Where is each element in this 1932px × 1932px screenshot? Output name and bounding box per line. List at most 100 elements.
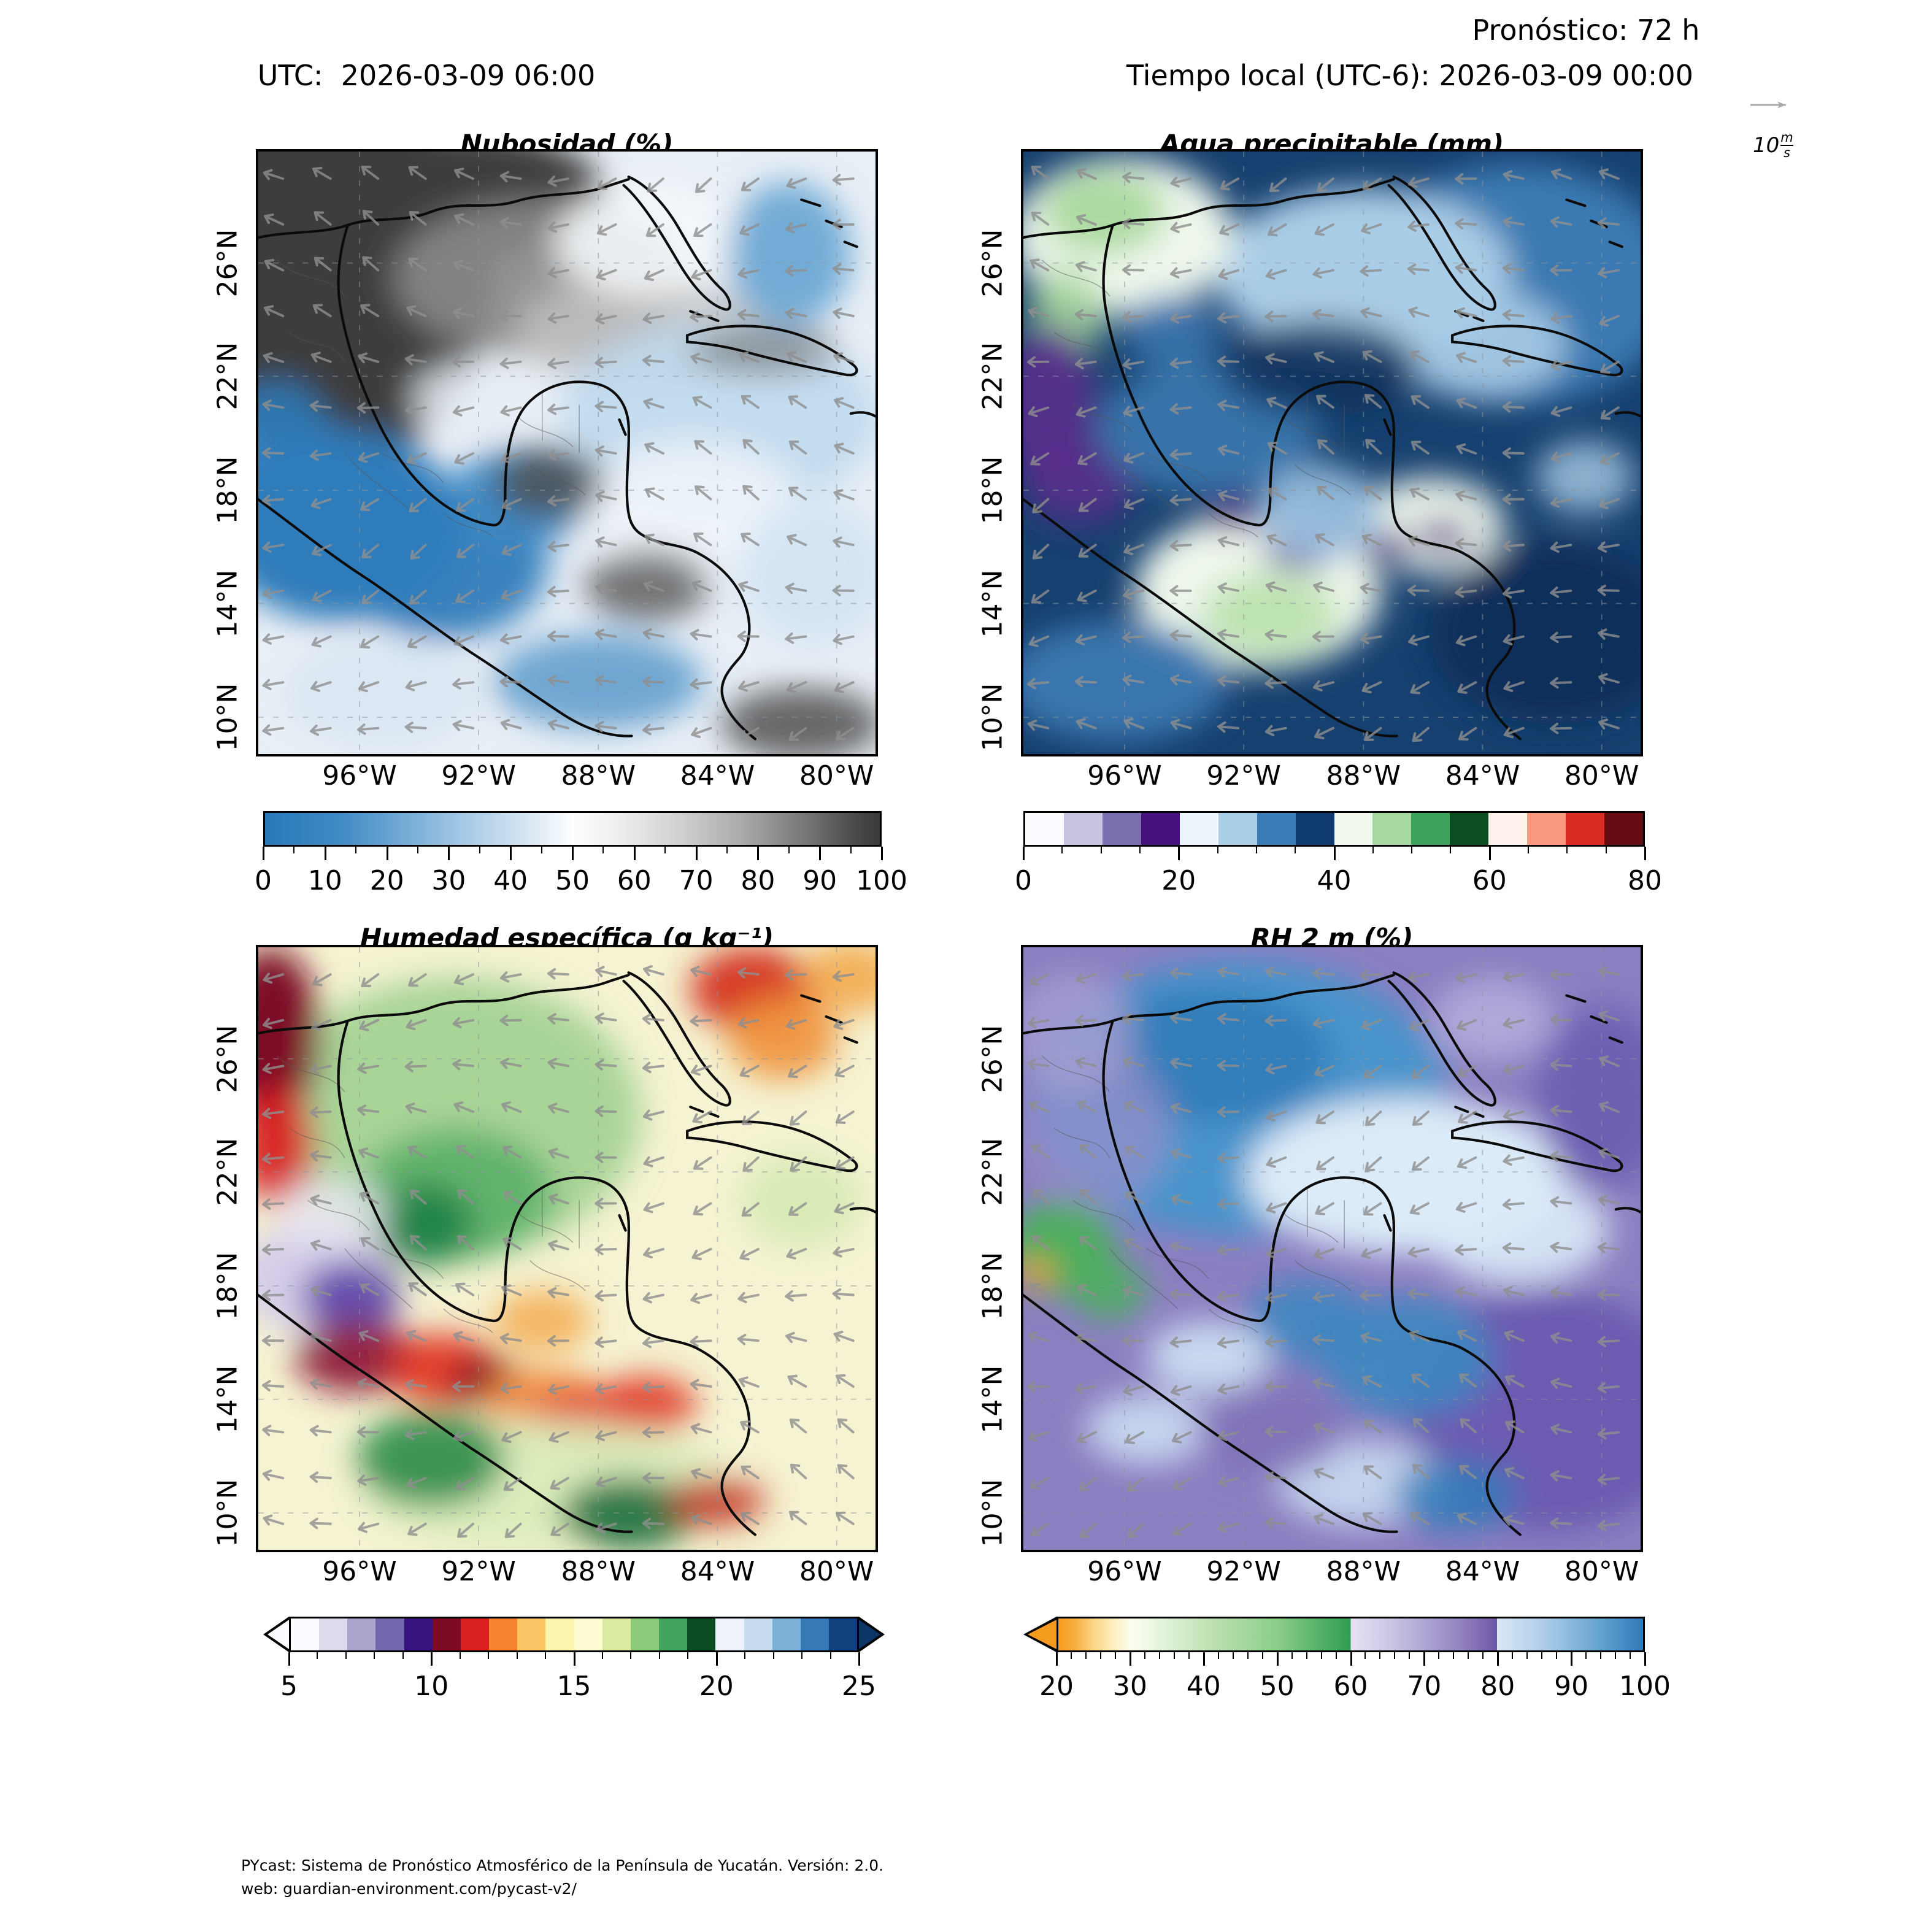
colorbar-tick-label: 0: [255, 865, 272, 896]
colorbar-tick-label: 90: [802, 865, 837, 896]
lon-tick-label: 96°W: [1087, 1556, 1162, 1587]
lat-tick-label: 10°N: [977, 1479, 1009, 1547]
colorbar-tick-label: 20: [1161, 865, 1196, 896]
lat-tick-label: 26°N: [212, 1025, 244, 1093]
colorbar-humedad-especifica: 5 10 15 20 25: [263, 1617, 885, 1709]
colorbar-tick-label: 30: [1112, 1671, 1147, 1702]
wind-reference-arrow-icon: [1750, 101, 1786, 109]
lat-tick-label: 22°N: [977, 342, 1009, 410]
colorbar-tick-label: 80: [1480, 1671, 1515, 1702]
lat-tick-label: 10°N: [977, 683, 1009, 752]
lat-tick-label: 26°N: [977, 229, 1009, 298]
colorbar-nubosidad: 0 10 20 30 40 50 60 70 80 90 100: [255, 811, 907, 903]
lon-tick-label: 88°W: [561, 760, 636, 791]
colorbar-tick-label: 0: [1015, 865, 1032, 896]
colorbar-extend-max-icon: [859, 1617, 885, 1652]
lat-tick-label: 18°N: [977, 1252, 1009, 1320]
colorbar-tick-label: 40: [1186, 1671, 1221, 1702]
colorbar-tick-label: 70: [1407, 1671, 1442, 1702]
lat-tick-label: 14°N: [212, 569, 244, 637]
colorbar-tick-label: 100: [1619, 1671, 1671, 1702]
wind-reference-key: 10 m s: [1745, 98, 1831, 160]
colorbar-ticks: [1056, 1652, 1646, 1668]
colorbar-tick-labels: 20 30 40 50 60 70 80 90 100: [1039, 1671, 1671, 1704]
colorbar-tick-label: 25: [842, 1671, 876, 1702]
lon-axis: 96°W 92°W 88°W 84°W 80°W: [258, 1550, 876, 1589]
lon-tick-label: 92°W: [441, 760, 516, 791]
wind-speed-value: 10: [1753, 133, 1780, 158]
lon-axis: 96°W 92°W 88°W 84°W 80°W: [1023, 754, 1641, 793]
colorbar-tick-label: 100: [856, 865, 907, 896]
colorbar-tick-labels: 0 10 20 30 40 50 60 70 80 90 100: [255, 865, 907, 898]
colorbar-tick-label: 20: [699, 1671, 734, 1702]
lon-tick-label: 88°W: [1326, 760, 1401, 791]
lat-tick-label: 10°N: [212, 683, 244, 752]
lat-axis: 26°N 22°N 18°N 14°N 10°N: [966, 947, 1015, 1550]
lon-axis: 96°W 92°W 88°W 84°W 80°W: [1023, 1550, 1641, 1589]
forecast-lead-label: Pronóstico: 72 h: [1472, 13, 1700, 47]
lat-axis: 26°N 22°N 18°N 14°N 10°N: [966, 152, 1015, 754]
lon-tick-label: 84°W: [680, 760, 755, 791]
colorbar-segments: [289, 1617, 859, 1652]
lon-tick-label: 92°W: [441, 1556, 516, 1587]
footer-line2: web: guardian-environment.com/pycast-v2/: [241, 1880, 577, 1898]
footer: PYcast: Sistema de Pronóstico Atmosféric…: [241, 1854, 883, 1901]
lat-tick-label: 10°N: [212, 1479, 244, 1547]
colorbar-gradient: [263, 811, 882, 847]
wind-unit-numerator: m: [1780, 130, 1793, 145]
colorbar-ticks: [263, 847, 883, 863]
colorbar-tick-label: 50: [1260, 1671, 1295, 1702]
lon-tick-label: 92°W: [1206, 760, 1281, 791]
lon-tick-label: 84°W: [1445, 760, 1520, 791]
lon-tick-label: 88°W: [1326, 1556, 1401, 1587]
lon-tick-label: 92°W: [1206, 1556, 1281, 1587]
colorbar-tick-label: 90: [1554, 1671, 1589, 1702]
lon-tick-label: 96°W: [1087, 760, 1162, 791]
lat-tick-label: 14°N: [977, 1365, 1009, 1433]
lon-tick-label: 96°W: [322, 760, 397, 791]
colorbar-tick-label: 50: [555, 865, 590, 896]
map-humedad-especifica: 26°N 22°N 18°N 14°N 10°N 96°W 92°W 88°W 84°W 80°…: [212, 945, 878, 1587]
lon-tick-label: 80°W: [1564, 1556, 1639, 1587]
colorbar-rh-2m: 20 30 40 50 60 70 80 90 100: [1023, 1617, 1671, 1709]
lon-tick-label: 84°W: [680, 1556, 755, 1587]
colorbar-tick-label: 70: [679, 865, 714, 896]
colorbar-tick-label: 40: [1317, 865, 1352, 896]
map-nubosidad: 26°N 22°N 18°N 14°N 10°N 96°W 92°W 88°W 84°W 80°…: [212, 149, 878, 791]
lon-tick-label: 88°W: [561, 1556, 636, 1587]
colorbar-extend-min-icon: [263, 1617, 289, 1652]
colorbar-tick-label: 60: [1472, 865, 1507, 896]
lat-tick-label: 18°N: [977, 456, 1009, 525]
colorbar-tick-label: 60: [1333, 1671, 1368, 1702]
colorbar-tick-label: 15: [556, 1671, 591, 1702]
lat-axis: 26°N 22°N 18°N 14°N 10°N: [201, 947, 250, 1550]
colorbar-tick-label: 20: [1039, 1671, 1074, 1702]
lat-tick-label: 18°N: [212, 456, 244, 525]
lat-tick-label: 26°N: [212, 229, 244, 298]
local-time-label: Tiempo local (UTC-6): 2026-03-09 00:00: [1126, 59, 1693, 92]
lon-tick-label: 80°W: [1564, 760, 1639, 791]
wind-unit-denominator: s: [1784, 145, 1790, 160]
colorbar-extend-min-icon: [1023, 1617, 1056, 1652]
utc-time-label: UTC: 2026-03-09 06:00: [257, 59, 596, 92]
colorbar-tick-label: 10: [414, 1671, 449, 1702]
colorbar-tick-label: 40: [493, 865, 528, 896]
colorbar-tick-label: 60: [617, 865, 652, 896]
colorbar-tick-label: 30: [431, 865, 466, 896]
lon-tick-label: 80°W: [799, 760, 874, 791]
colorbar-tick-label: 80: [1628, 865, 1662, 896]
lat-tick-label: 22°N: [212, 342, 244, 410]
wind-reference-label: 10 m s: [1753, 131, 1831, 160]
colorbar-tick-label: 80: [741, 865, 775, 896]
lat-tick-label: 22°N: [212, 1137, 244, 1206]
colorbar-tick-label: 5: [280, 1671, 298, 1702]
colorbar-agua-precipitable: 0 20 40 60 80: [1015, 811, 1662, 903]
lat-tick-label: 26°N: [977, 1025, 1009, 1093]
lon-tick-label: 96°W: [322, 1556, 397, 1587]
lat-tick-label: 14°N: [977, 569, 1009, 637]
colorbar-tick-label: 10: [307, 865, 342, 896]
colorbar-segments: [1023, 811, 1645, 847]
colorbar-gradient: [1056, 1617, 1645, 1652]
colorbar-tick-label: 20: [369, 865, 404, 896]
